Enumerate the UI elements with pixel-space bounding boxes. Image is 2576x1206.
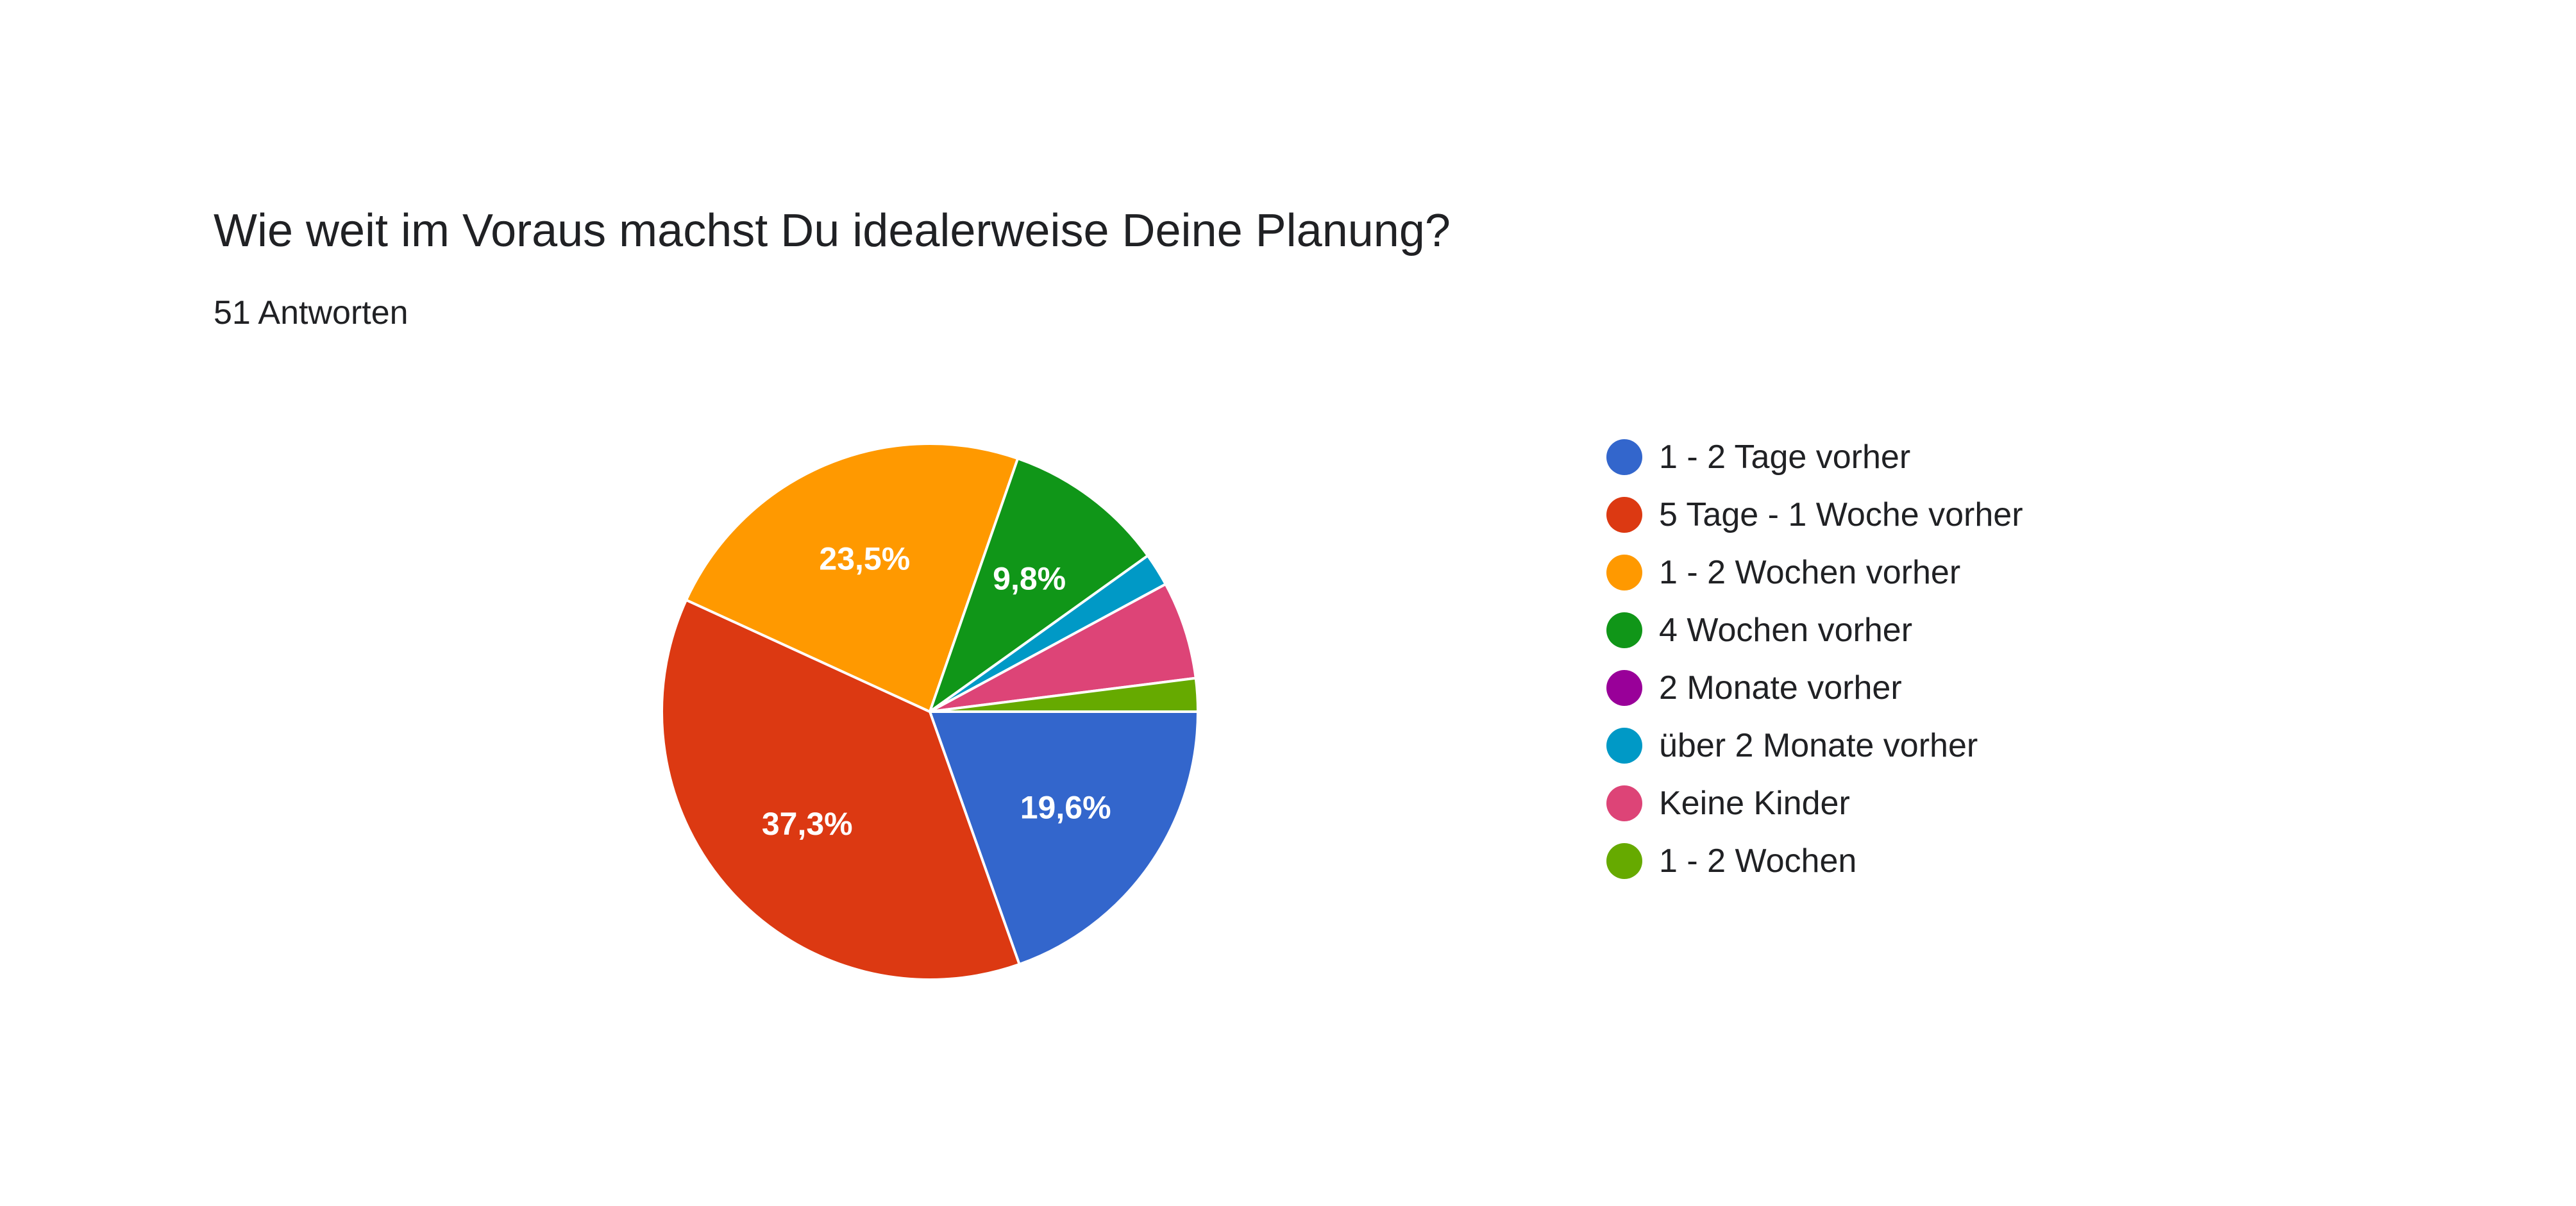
legend-swatch-icon <box>1606 728 1642 764</box>
pie-slice-4[interactable] <box>929 457 1149 713</box>
response-count: 51 Antworten <box>214 294 408 331</box>
pie-chart: 19,6% 37,3% 23,5% 9,8% <box>661 442 1199 981</box>
pie-slice-7[interactable] <box>929 583 1197 713</box>
legend-swatch-icon <box>1606 843 1642 879</box>
legend-item-2[interactable]: 5 Tage - 1 Woche vorher <box>1606 486 2023 544</box>
legend-item-1[interactable]: 1 - 2 Tage vorher <box>1606 428 2023 486</box>
legend-swatch-icon <box>1606 612 1642 648</box>
legend-label: 1 - 2 Wochen <box>1659 842 1857 880</box>
pie-slice-label-4: 9,8% <box>993 560 1066 596</box>
pie-slice-label-2: 37,3% <box>762 806 853 842</box>
pie-slice-3[interactable] <box>685 442 1020 713</box>
legend-label: Keine Kinder <box>1659 785 1850 822</box>
pie-slice-label-3: 23,5% <box>819 541 910 577</box>
legend-swatch-icon <box>1606 439 1642 475</box>
legend-item-3[interactable]: 1 - 2 Wochen vorher <box>1606 544 2023 601</box>
legend-label: 2 Monate vorher <box>1659 669 1902 707</box>
pie-slice-8[interactable] <box>929 676 1199 713</box>
legend-label: über 2 Monate vorher <box>1659 727 1978 764</box>
legend-item-6[interactable]: über 2 Monate vorher <box>1606 717 2023 775</box>
legend-label: 4 Wochen vorher <box>1659 612 1913 649</box>
legend-swatch-icon <box>1606 497 1642 533</box>
legend-item-4[interactable]: 4 Wochen vorher <box>1606 601 2023 659</box>
legend-label: 1 - 2 Tage vorher <box>1659 439 1911 476</box>
legend-item-8[interactable]: 1 - 2 Wochen <box>1606 832 2023 890</box>
legend-item-7[interactable]: Keine Kinder <box>1606 775 2023 832</box>
legend-label: 5 Tage - 1 Woche vorher <box>1659 496 2023 533</box>
legend-swatch-icon <box>1606 670 1642 706</box>
legend-swatch-icon <box>1606 555 1642 590</box>
pie-slice-label-1: 19,6% <box>1020 790 1111 826</box>
legend-label: 1 - 2 Wochen vorher <box>1659 554 1961 591</box>
chart-legend: 1 - 2 Tage vorher 5 Tage - 1 Woche vorher… <box>1606 428 2023 890</box>
pie-slice-1[interactable] <box>929 710 1199 966</box>
chart-title: Wie weit im Voraus machst Du idealerweis… <box>214 205 1451 256</box>
pie-slice-2[interactable] <box>661 598 1021 981</box>
legend-swatch-icon <box>1606 785 1642 821</box>
legend-item-5[interactable]: 2 Monate vorher <box>1606 659 2023 717</box>
